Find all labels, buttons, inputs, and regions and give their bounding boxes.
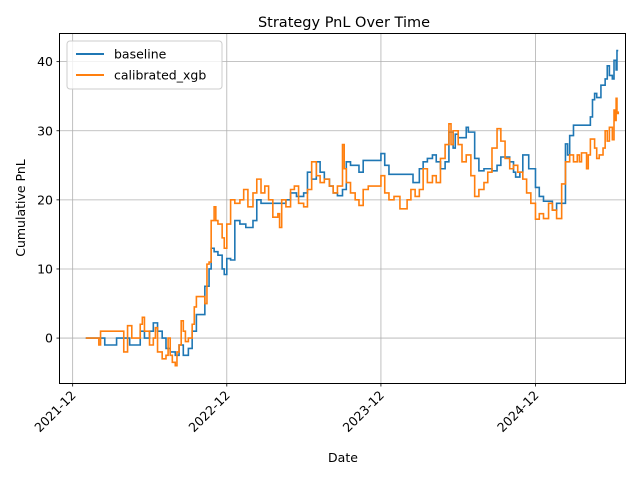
chart-title: Strategy PnL Over Time bbox=[258, 15, 430, 31]
y-axis-label: Cumulative PnL bbox=[13, 159, 28, 257]
series-line-calibrated-xgb bbox=[85, 97, 620, 367]
series-line-baseline bbox=[85, 49, 619, 357]
plot-frame bbox=[59, 33, 626, 384]
y-tick-label: 30 bbox=[37, 123, 53, 138]
series-layer bbox=[85, 49, 620, 367]
y-tick-label: 0 bbox=[45, 331, 53, 346]
legend: baseline calibrated_xgb bbox=[66, 40, 223, 90]
x-axis-label: Date bbox=[328, 450, 358, 465]
legend-label-baseline: baseline bbox=[114, 47, 167, 62]
y-tick-label: 20 bbox=[37, 192, 53, 207]
y-tick-label: 10 bbox=[37, 261, 53, 276]
y-tick-label: 40 bbox=[37, 54, 53, 69]
legend-label-calibrated-xgb: calibrated_xgb bbox=[114, 68, 206, 83]
legend-box bbox=[66, 40, 223, 90]
